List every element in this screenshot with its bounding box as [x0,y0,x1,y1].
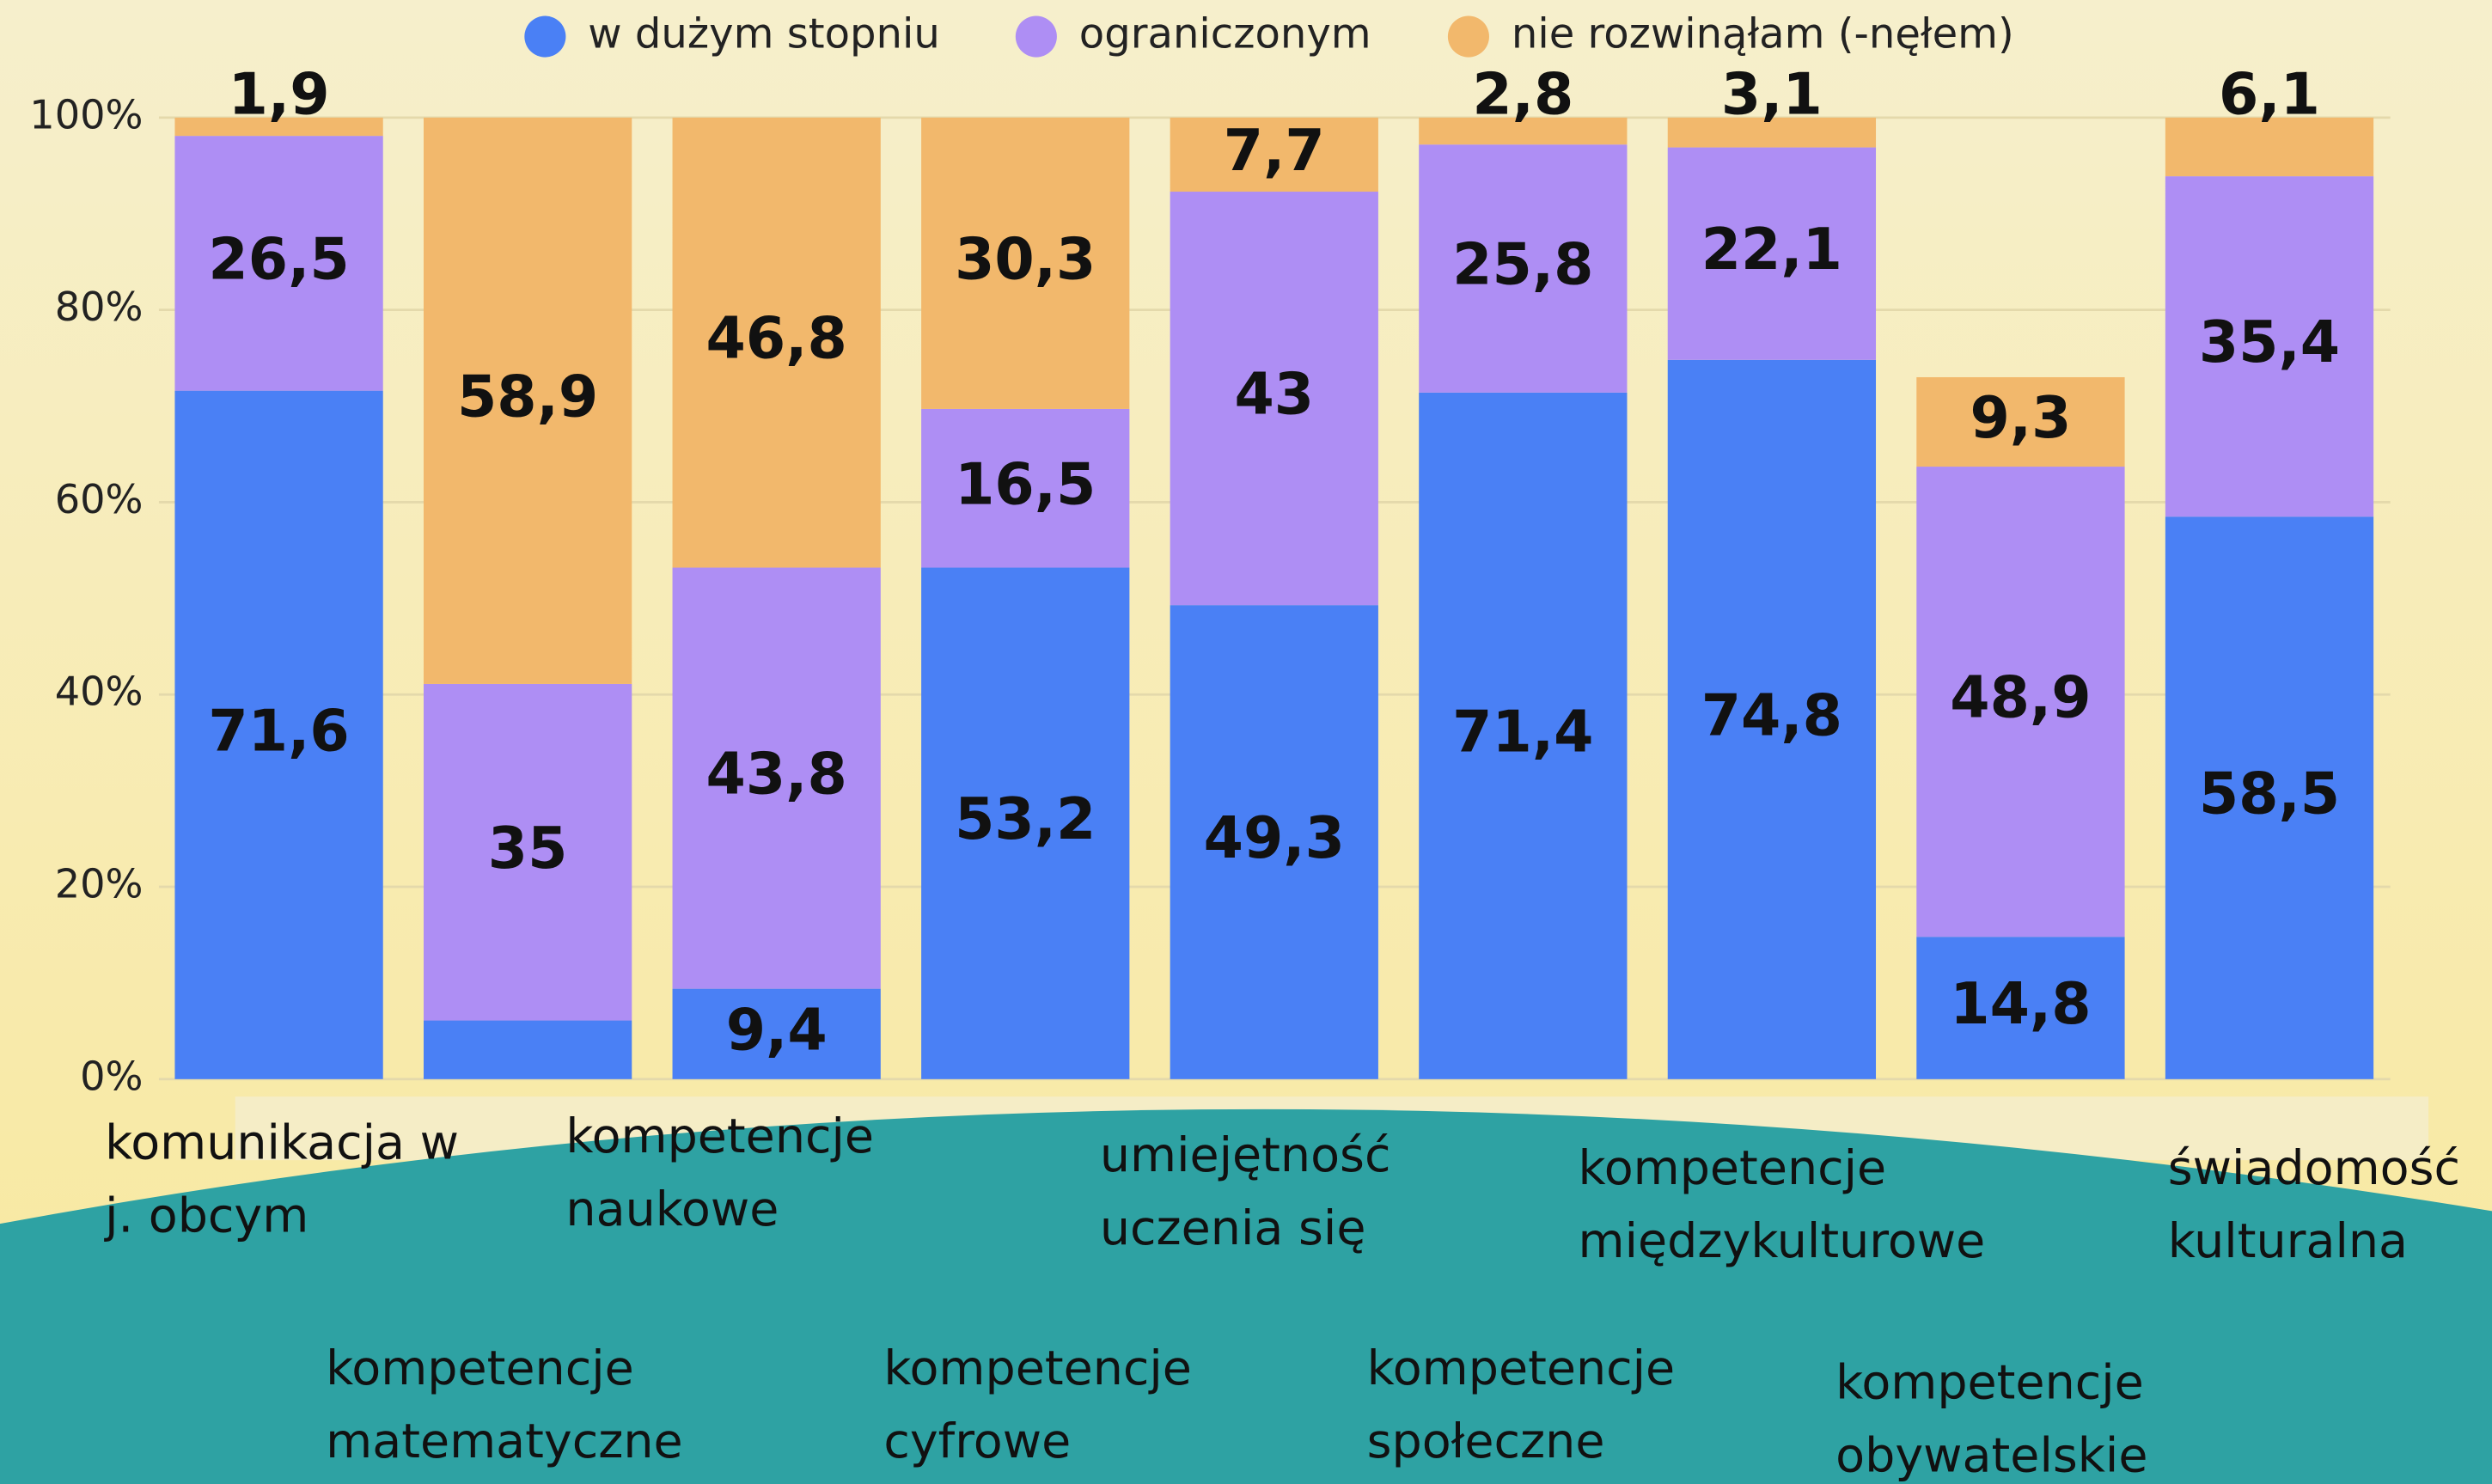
data-label: 7,7 [1224,117,1325,184]
data-label: 58,5 [2199,760,2340,827]
data-label: 49,3 [1204,804,1345,871]
x-tick-label: kompetencje obywatelskie [1835,1347,2193,1484]
data-label: 35,4 [2199,308,2340,376]
legend-marker [1448,15,1489,57]
y-tick-label: 100% [29,91,143,137]
x-tick-label: kompetencje społeczne [1367,1334,1725,1480]
y-tick-label: 40% [55,669,144,715]
data-label: 1,9 [229,61,330,128]
data-label: 14,8 [1950,970,2091,1037]
data-label: 71,4 [1452,698,1593,765]
x-tick-label: umiejętność uczenia się [1100,1121,1457,1267]
legend-label: ograniczonym [1079,10,1371,58]
x-tick-label: kompetencje międzykulturowe [1579,1133,1936,1279]
data-label: 48,9 [1950,664,2091,731]
legend-marker [524,15,565,57]
data-label: 30,3 [955,225,1096,292]
legend-marker [1016,15,1057,57]
page: {"chart_data": {"type": "stacked-bar", "… [0,0,2492,1484]
data-label: 6,1 [2219,61,2320,128]
y-tick-label: 0% [80,1053,143,1099]
data-label: 3,1 [1721,61,1823,128]
data-label: 46,8 [706,305,847,372]
data-label: 9,3 [1970,384,2071,451]
data-label: 74,8 [1701,681,1842,748]
data-label: 16,5 [955,450,1096,517]
x-tick-label: kompetencje naukowe [565,1102,923,1248]
data-label: 9,4 [726,996,828,1063]
y-tick-label: 80% [55,284,144,330]
data-label: 53,2 [955,785,1096,852]
x-tick-label: kompetencje matematyczne [326,1334,683,1480]
data-label: 71,6 [208,697,349,764]
data-label: 22,1 [1701,216,1842,283]
data-label: 2,8 [1472,61,1573,128]
x-tick-label: kompetencje cyfrowe [883,1334,1241,1480]
data-label: 25,8 [1452,231,1593,298]
data-label: 43,8 [706,741,847,808]
y-tick-label: 20% [55,861,144,907]
data-label: 26,5 [208,225,349,292]
legend-label: nie rozwinąłam (-nęłem) [1512,10,2014,58]
data-label: 58,9 [457,363,598,430]
bar-segment [424,1021,632,1079]
x-tick-label: komunikacja w j. obcym [105,1108,462,1254]
legend-label: w dużym stopniu [588,10,940,58]
y-tick-label: 60% [55,476,144,522]
chart-area: 0% 20% 40% 60% 80% 100% 71,6 26,5 1,9 6,1 35 58,9 9,… [0,0,2492,1484]
x-tick-label: świadomość kulturalna [2168,1133,2492,1279]
data-label: 35 [488,815,568,882]
data-label: 43 [1234,361,1314,428]
